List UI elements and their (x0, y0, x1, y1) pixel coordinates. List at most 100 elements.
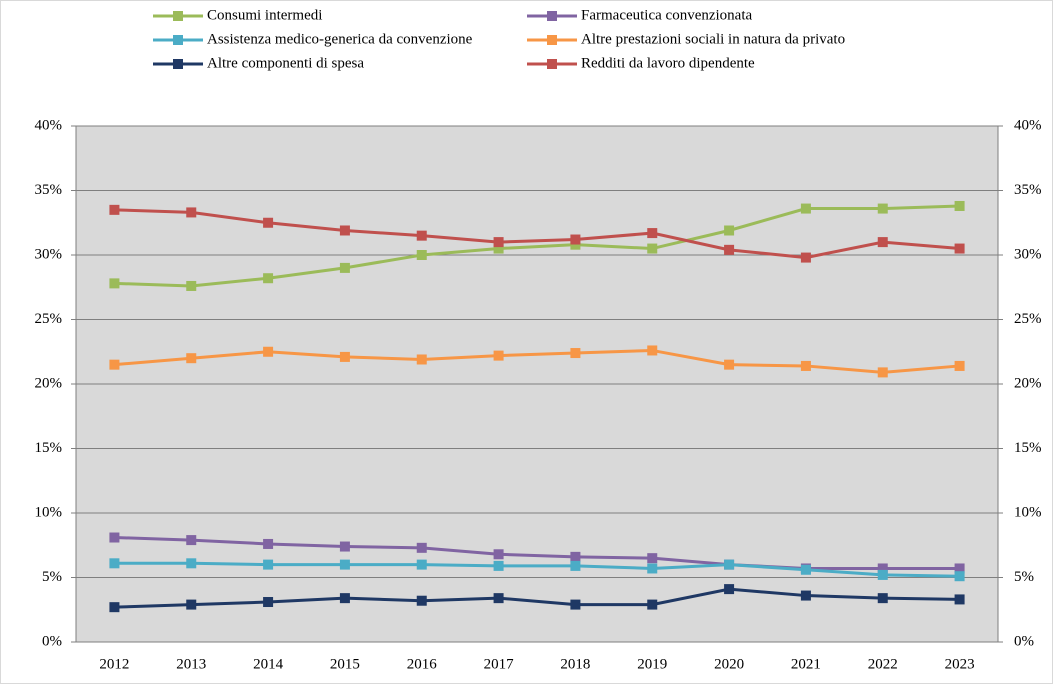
legend-label: Assistenza medico-generica da convenzion… (207, 31, 473, 47)
legend-marker (547, 59, 557, 69)
series-line (114, 204, 960, 288)
data-point (186, 207, 197, 218)
data-point (877, 563, 888, 574)
data-point (647, 553, 658, 564)
legend-marker (173, 59, 183, 69)
y2-tick-label: 25% (1014, 311, 1042, 327)
data-point (416, 559, 427, 570)
legend-label: Altre prestazioni sociali in natura da p… (581, 31, 845, 47)
y2-tick-label: 20% (1014, 375, 1042, 391)
data-point (954, 563, 965, 574)
x-tick-label: 2018 (560, 656, 590, 672)
x-tick-label: 2012 (99, 656, 129, 672)
data-point (109, 204, 120, 215)
data-point (186, 558, 197, 569)
data-point (186, 535, 197, 546)
legend-label: Consumi intermedi (207, 7, 322, 23)
data-point (724, 244, 735, 255)
data-point (416, 542, 427, 553)
data-point (339, 351, 350, 362)
data-point (954, 594, 965, 605)
data-point (263, 346, 274, 357)
y-tick-label: 0% (42, 633, 62, 649)
data-point (339, 593, 350, 604)
data-point (339, 262, 350, 273)
series-line (114, 561, 960, 578)
y-tick-label: 35% (35, 182, 63, 198)
y-tick-label: 10% (35, 504, 63, 520)
data-point (186, 599, 197, 610)
y2-tick-label: 5% (1014, 569, 1034, 585)
y2-tick-label: 0% (1014, 633, 1034, 649)
data-point (263, 559, 274, 570)
data-point (263, 217, 274, 228)
data-point (877, 367, 888, 378)
series-line (114, 587, 960, 609)
data-point (647, 563, 658, 574)
y2-tick-label: 35% (1014, 182, 1042, 198)
data-point (416, 595, 427, 606)
x-tick-label: 2019 (637, 656, 667, 672)
data-point (800, 590, 811, 601)
data-point (647, 228, 658, 239)
data-point (800, 203, 811, 214)
data-point (493, 243, 504, 254)
data-point (954, 243, 965, 254)
series-line (114, 208, 960, 260)
legend-label: Redditi da lavoro dipendente (581, 55, 755, 71)
x-tick-label: 2016 (407, 656, 438, 672)
y2-tick-label: 10% (1014, 504, 1042, 520)
legend-label: Farmaceutica convenzionata (581, 7, 753, 23)
data-point (724, 559, 735, 570)
data-point (570, 234, 581, 245)
data-point (954, 571, 965, 582)
data-point (186, 280, 197, 291)
data-point (800, 252, 811, 263)
y-tick-label: 40% (35, 117, 63, 133)
legend-marker (173, 11, 183, 21)
legend-marker (547, 35, 557, 45)
data-point (186, 353, 197, 364)
data-point (416, 354, 427, 365)
data-point (800, 564, 811, 575)
y2-tick-label: 15% (1014, 440, 1042, 456)
data-point (109, 602, 120, 613)
data-point (570, 551, 581, 562)
data-point (493, 593, 504, 604)
data-point (416, 230, 427, 241)
y-tick-label: 30% (35, 246, 63, 262)
legend-label: Altre componenti di spesa (207, 55, 364, 71)
y2-tick-label: 40% (1014, 117, 1042, 133)
x-tick-label: 2023 (945, 656, 975, 672)
x-tick-label: 2020 (714, 656, 744, 672)
data-point (570, 239, 581, 250)
data-point (493, 237, 504, 248)
data-point (109, 359, 120, 370)
data-point (647, 345, 658, 356)
data-point (339, 225, 350, 236)
data-point (570, 348, 581, 359)
data-point (493, 549, 504, 560)
y-tick-label: 20% (35, 375, 63, 391)
data-point (724, 225, 735, 236)
data-point (877, 203, 888, 214)
data-point (263, 538, 274, 549)
x-tick-label: 2013 (176, 656, 206, 672)
data-point (570, 599, 581, 610)
x-tick-label: 2015 (330, 656, 360, 672)
data-point (109, 532, 120, 543)
data-point (339, 541, 350, 552)
data-point (570, 560, 581, 571)
data-point (339, 559, 350, 570)
data-point (954, 200, 965, 211)
data-point (954, 360, 965, 371)
data-point (724, 359, 735, 370)
data-point (109, 558, 120, 569)
series-line (114, 536, 960, 570)
data-point (416, 250, 427, 260)
y-tick-label: 5% (42, 569, 62, 585)
x-tick-label: 2022 (868, 656, 898, 672)
data-point (263, 597, 274, 608)
data-point (724, 584, 735, 595)
